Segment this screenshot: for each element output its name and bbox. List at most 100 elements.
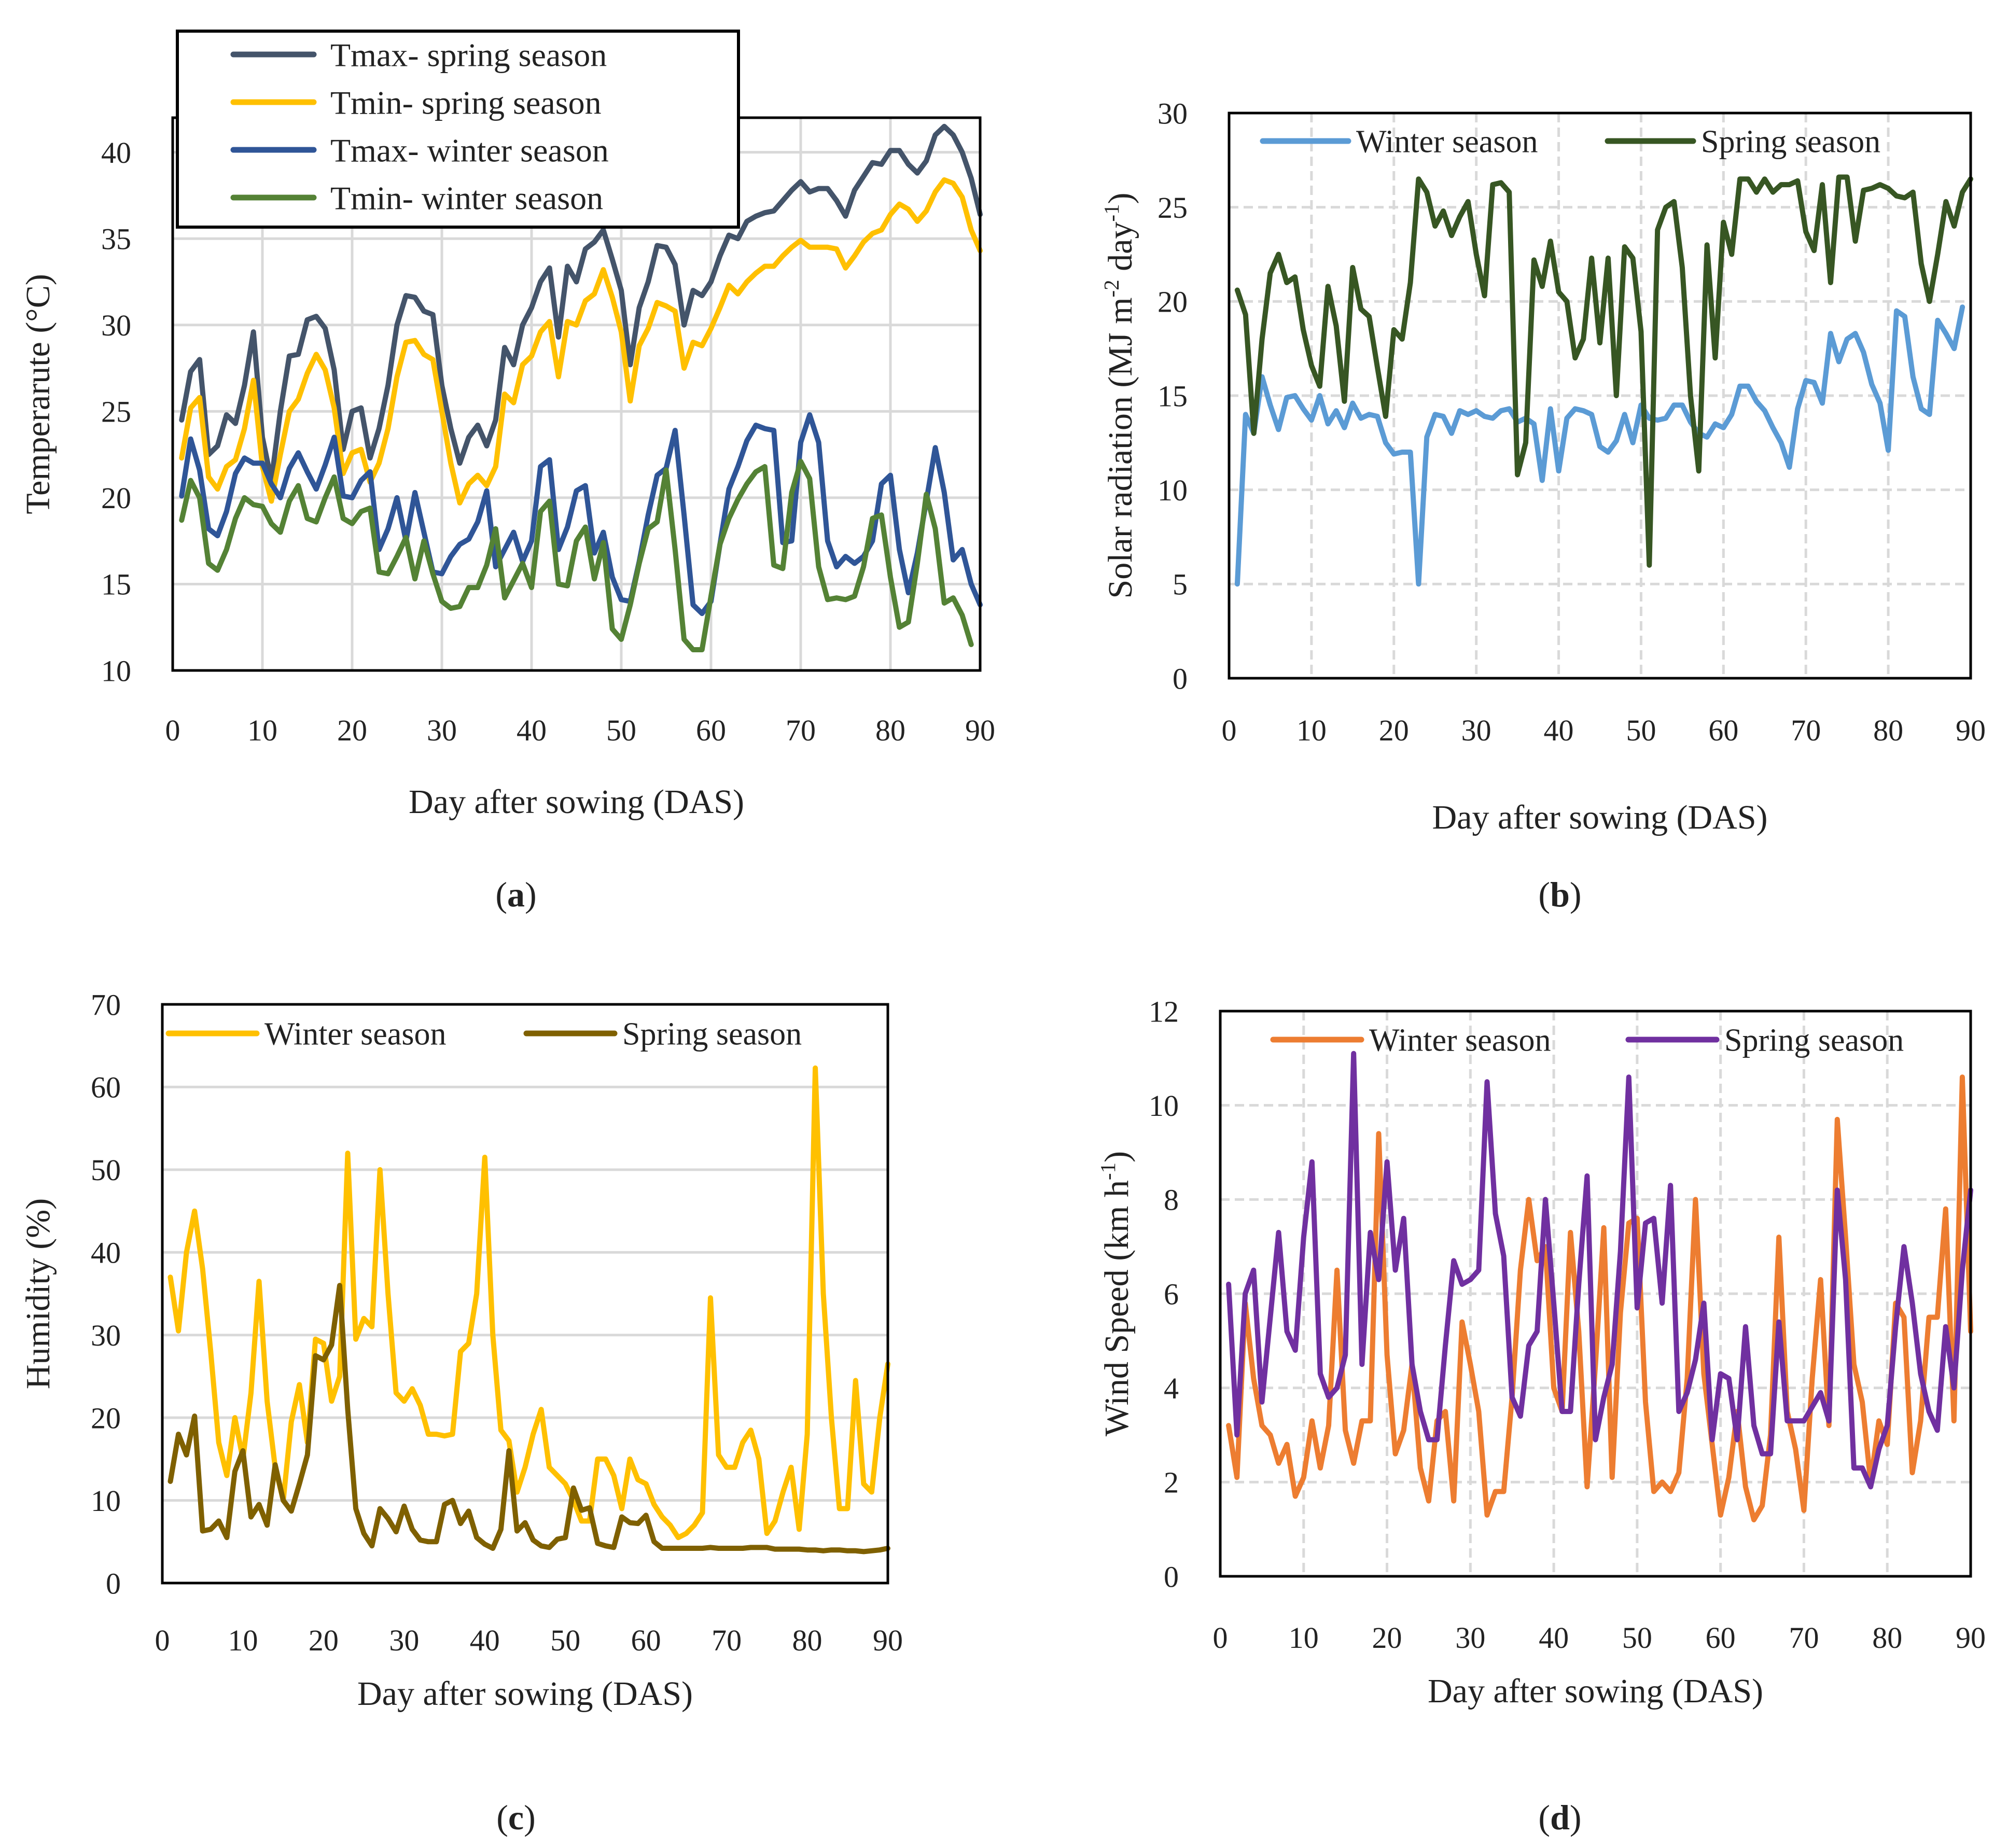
y-tick-label: 10	[1158, 473, 1188, 507]
x-axis-label: Day after sowing (DAS)	[357, 1675, 693, 1713]
x-axis-label: Day after sowing (DAS)	[1428, 1672, 1763, 1710]
series-line-2	[179, 177, 983, 506]
y-tick-label: 60	[91, 1071, 121, 1104]
x-tick-label: 50	[1622, 1621, 1652, 1655]
chart-c: 0 10 20 30 40 50 60 70 80 90 0 10 20 30 40 50 60 70 Day af…	[19, 988, 903, 1837]
y-tick-label: 15	[1158, 379, 1188, 413]
y-tick-label: 70	[91, 988, 121, 1021]
legend-label: Tmin- spring season	[330, 84, 602, 121]
panel-caption: (d)	[1538, 1798, 1581, 1837]
x-tick-label: 20	[309, 1623, 339, 1657]
y-axis-label: Wind Speed (km h-1)	[1096, 1151, 1136, 1436]
y-tick-label: 25	[1158, 191, 1188, 225]
plot-frame	[161, 1003, 889, 1585]
x-tick-label: 10	[1296, 713, 1327, 747]
y-tick-label: 40	[91, 1236, 121, 1270]
legend: Winter season Spring season	[165, 1017, 802, 1052]
x-tick-label: 50	[1626, 713, 1656, 747]
x-tick-label: 0	[155, 1623, 170, 1657]
x-tick-label: 70	[1789, 1621, 1819, 1655]
x-axis-label: Day after sowing (DAS)	[409, 783, 744, 821]
x-tick-label: 70	[712, 1623, 742, 1657]
x-tick-label: 20	[337, 713, 367, 747]
series-line-2	[1226, 1051, 1973, 1490]
chart-a: 0 10 20 30 40 50 60 70 80 90 10 15 20 25 30 35 40 Day aft…	[19, 30, 995, 914]
x-tick-label: 70	[786, 713, 816, 747]
y-tick-label: 12	[1149, 995, 1179, 1028]
x-tick-label: 60	[1708, 713, 1738, 747]
y-tick-label: 0	[106, 1566, 121, 1600]
y-tick-label: 20	[1158, 285, 1188, 319]
x-tick-label: 90	[1956, 1621, 1986, 1655]
x-tick-label: 60	[696, 713, 726, 747]
x-tick-label: 50	[606, 713, 636, 747]
x-axis-label: Day after sowing (DAS)	[1432, 799, 1767, 836]
panel-caption: (a)	[495, 875, 536, 914]
y-axis-label: Solar radiation (MJ m-2 day-1)	[1100, 192, 1139, 598]
y-tick-label: 25	[101, 395, 131, 429]
x-tick-label: 10	[228, 1623, 258, 1657]
x-tick-label: 80	[1873, 713, 1903, 747]
x-tick-label: 60	[631, 1623, 661, 1657]
legend-label: Winter season	[1369, 1023, 1551, 1058]
y-tick-label: 10	[1149, 1089, 1179, 1123]
series-line-1	[1226, 1074, 1973, 1522]
legend-label: Spring season	[1724, 1023, 1904, 1058]
y-tick-label: 20	[101, 481, 131, 515]
legend: Winter season Spring season	[1270, 1023, 1904, 1058]
legend-label: Spring season	[1701, 124, 1880, 160]
legend-label: Spring season	[622, 1017, 802, 1052]
y-tick-label: 30	[101, 309, 131, 342]
x-tick-label: 0	[1213, 1621, 1228, 1655]
legend-label: Winter season	[264, 1017, 446, 1052]
legend: Winter season Spring season	[1260, 124, 1880, 160]
x-tick-label: 40	[470, 1623, 500, 1657]
legend-label: Tmin- winter season	[330, 179, 603, 216]
x-tick-label: 40	[1539, 1621, 1569, 1655]
x-tick-label: 50	[550, 1623, 580, 1657]
y-tick-label: 40	[101, 136, 131, 170]
y-axis-label: Humidity (%)	[19, 1198, 57, 1389]
series-line-3	[179, 412, 983, 617]
x-tick-label: 10	[1289, 1621, 1319, 1655]
y-tick-label: 15	[101, 568, 131, 601]
x-tick-label: 30	[1455, 1621, 1485, 1655]
legend: Tmax- spring season Tmin- spring season Tm…	[176, 30, 740, 229]
chart-b: 0 10 20 30 40 50 60 70 80 90 0 5 10 15 20 25 30 Day after…	[1100, 96, 1986, 914]
x-tick-label: 0	[1222, 713, 1237, 747]
y-tick-label: 5	[1173, 568, 1188, 601]
x-tick-label: 70	[1791, 713, 1821, 747]
x-tick-label: 40	[517, 713, 547, 747]
y-tick-label: 8	[1164, 1183, 1179, 1217]
y-tick-label: 30	[91, 1319, 121, 1352]
x-tick-label: 20	[1372, 1621, 1402, 1655]
legend-label: Tmax- winter season	[330, 132, 609, 169]
x-tick-label: 80	[875, 713, 905, 747]
y-tick-label: 6	[1164, 1277, 1179, 1311]
series-line-1	[179, 123, 983, 483]
y-tick-label: 20	[91, 1401, 121, 1435]
x-tick-label: 30	[427, 713, 457, 747]
panel-caption: (c)	[496, 1798, 536, 1837]
chart-d: 0 10 20 30 40 50 60 70 80 90 0 2 4 6 8 10 12 Day after so…	[1096, 995, 1986, 1837]
x-tick-label: 30	[389, 1623, 419, 1657]
legend-box	[176, 30, 740, 229]
y-tick-label: 4	[1164, 1371, 1179, 1405]
y-tick-label: 30	[1158, 96, 1188, 130]
y-axis-label: Temperarute (°C)	[19, 274, 57, 514]
series-line-2	[1234, 174, 1973, 568]
y-tick-label: 0	[1164, 1560, 1179, 1593]
x-tick-label: 20	[1379, 713, 1409, 747]
plot-frame	[1219, 1010, 1972, 1578]
series-line-1	[1234, 304, 1965, 587]
plot-frame	[1228, 111, 1972, 680]
series-line-4	[179, 458, 974, 652]
x-tick-label: 90	[1956, 713, 1986, 747]
x-tick-label: 80	[1872, 1621, 1902, 1655]
series-line-1	[168, 1065, 890, 1541]
x-tick-label: 10	[247, 713, 277, 747]
x-tick-label: 30	[1461, 713, 1491, 747]
series-line-2	[168, 1283, 890, 1555]
y-tick-label: 10	[91, 1484, 121, 1518]
